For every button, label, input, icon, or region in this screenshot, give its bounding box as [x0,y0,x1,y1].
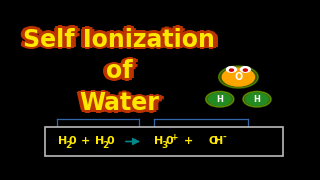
Circle shape [219,66,258,88]
Circle shape [222,68,254,86]
Circle shape [246,93,268,105]
Text: +: + [81,136,91,147]
Text: Self Ionization: Self Ionization [20,26,212,50]
Text: 0: 0 [166,136,173,147]
Circle shape [240,67,250,72]
Text: +: + [184,136,193,147]
Text: of: of [106,57,133,81]
Text: of: of [103,61,130,85]
Circle shape [244,69,247,71]
FancyBboxPatch shape [45,127,283,156]
Text: Self Ionization: Self Ionization [26,26,218,50]
Text: Self Ionization: Self Ionization [26,29,218,53]
Text: H: H [216,95,223,104]
Text: 2: 2 [102,141,108,150]
Text: of: of [103,60,130,84]
Text: Self Ionization: Self Ionization [23,26,215,50]
Text: 0: 0 [106,136,114,147]
Text: +: + [171,133,179,142]
Text: Self Ionization: Self Ionization [20,28,212,52]
Text: of: of [106,58,133,82]
Text: Self Ionization: Self Ionization [23,30,215,54]
Text: Water: Water [79,93,159,117]
Text: H: H [155,136,164,147]
Text: Self Ionization: Self Ionization [20,29,212,53]
Text: H: H [253,95,260,104]
Text: of: of [103,58,130,82]
Text: O: O [209,136,218,147]
Text: -: - [222,133,226,142]
Text: of: of [101,60,128,84]
Text: 0: 0 [69,136,76,147]
Circle shape [229,69,234,71]
Text: of: of [109,58,136,82]
Text: Water: Water [84,91,164,115]
Text: Water: Water [82,91,162,115]
Text: of: of [110,60,137,84]
Text: Water: Water [75,91,155,115]
Text: Self Ionization: Self Ionization [23,28,215,52]
Text: O: O [234,72,243,82]
Text: Water: Water [79,89,159,113]
Text: 2: 2 [65,141,71,150]
Text: of: of [109,61,136,85]
Text: Water: Water [79,90,159,114]
Text: Self Ionization: Self Ionization [26,28,218,52]
Text: of: of [109,60,136,84]
Text: H: H [214,136,224,147]
Circle shape [206,91,234,107]
Text: 3: 3 [162,141,168,150]
Text: Self Ionization: Self Ionization [28,28,220,52]
Text: Water: Water [79,91,159,115]
Text: Self Ionization: Self Ionization [19,28,211,52]
Text: of: of [106,62,133,86]
Circle shape [227,67,236,72]
Text: of: of [106,61,133,85]
Text: Water: Water [76,93,156,117]
Text: Self Ionization: Self Ionization [23,25,215,49]
Text: Water: Water [76,90,156,114]
Text: H: H [58,136,67,147]
Text: Self Ionization: Self Ionization [23,29,215,53]
Text: Water: Water [79,94,159,118]
Text: Water: Water [76,91,156,115]
Text: Water: Water [82,93,162,117]
Circle shape [243,91,271,107]
Text: H: H [95,136,104,147]
Text: Water: Water [82,90,162,114]
Text: of: of [106,60,133,84]
Circle shape [209,93,231,105]
